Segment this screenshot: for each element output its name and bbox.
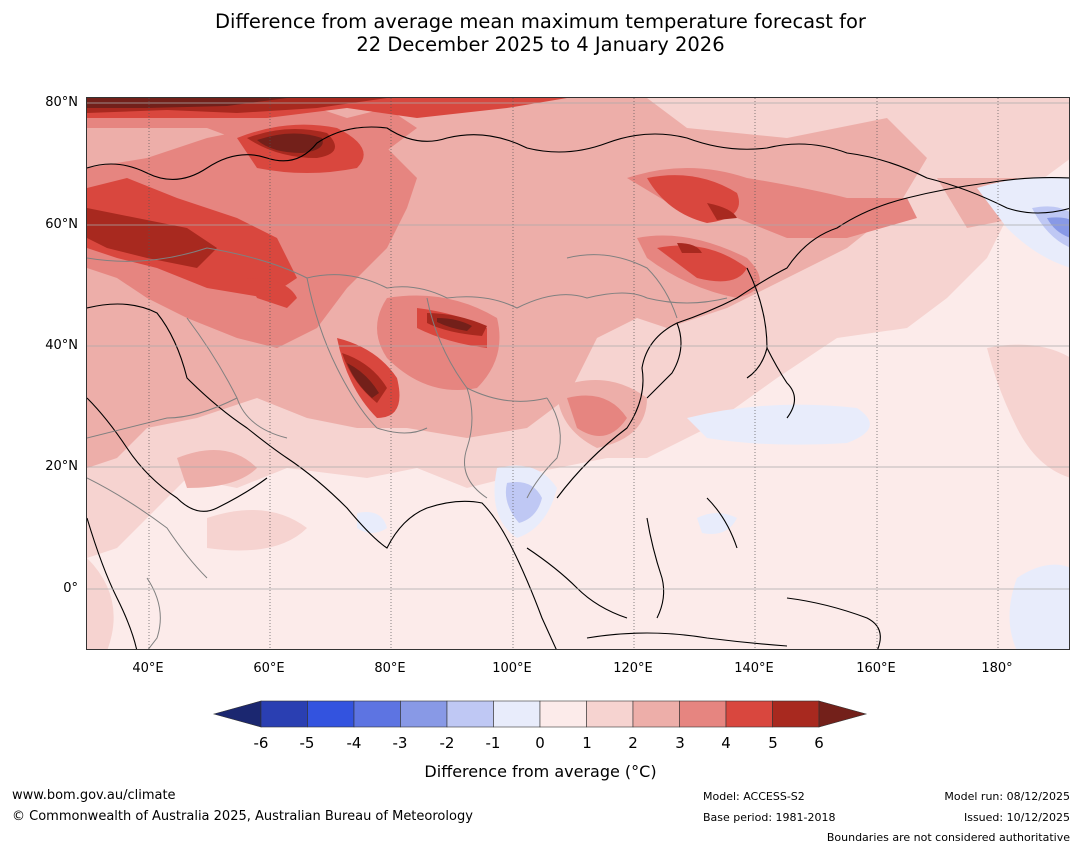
colorbar-swatch-neg2-neg1 (446, 700, 494, 728)
lon-label-180: 180° (981, 661, 1013, 676)
colorbar-swatch-2-3 (632, 700, 680, 728)
colorbar-swatch-0-1 (539, 700, 587, 728)
latitude-gridlines (87, 102, 1069, 590)
map-panel (86, 97, 1070, 650)
map-title: Difference from average mean maximum tem… (0, 10, 1081, 56)
website-link[interactable]: www.bom.gov.au/climate (12, 788, 176, 803)
colorbar-swatch-neg3-neg2 (400, 700, 448, 728)
colorbar-swatch-4-5 (725, 700, 773, 728)
lon-label-100e: 100°E (492, 661, 532, 676)
title-line-1: Difference from average mean maximum tem… (215, 10, 866, 33)
lat-label-20n: 20°N (45, 459, 78, 474)
lat-label-40n: 40°N (45, 338, 78, 353)
base-period-text: Base period: 1981-2018 (703, 811, 836, 824)
colorbar-swatch-neg4-neg3 (353, 700, 401, 728)
temperature-anomaly-map (87, 98, 1069, 649)
lon-label-40e: 40°E (132, 661, 164, 676)
lat-label-60n: 60°N (45, 217, 78, 232)
colorbar-swatch-neg5-neg4 (307, 700, 355, 728)
coastlines (87, 126, 1069, 649)
colorbar-tick-neg3: -3 (392, 734, 408, 752)
anomaly-above-6-areas (87, 98, 472, 398)
colorbar-swatch-1-2 (586, 700, 634, 728)
colorbar-swatch-neg1-0 (493, 700, 541, 728)
lon-label-80e: 80°E (374, 661, 406, 676)
longitude-gridlines (148, 98, 999, 649)
colorbar-tick-1: 1 (582, 734, 592, 752)
colorbar-swatch-5-6 (772, 700, 820, 728)
colorbar-label: Difference from average (°C) (424, 762, 657, 781)
colorbar-tick-5: 5 (768, 734, 778, 752)
lon-label-60e: 60°E (253, 661, 285, 676)
copyright-text: © Commonwealth of Australia 2025, Austra… (12, 809, 473, 824)
lat-label-0: 0° (63, 581, 78, 596)
colorbar-tick-0: 0 (535, 734, 545, 752)
colorbar-below-min-triangle (212, 700, 262, 728)
lon-label-120e: 120°E (613, 661, 653, 676)
colorbar-tick-neg5: -5 (299, 734, 315, 752)
model-run-text: Model run: 08/12/2025 (944, 790, 1070, 803)
colorbar-swatch-3-4 (679, 700, 727, 728)
lat-label-80n: 80°N (45, 95, 78, 110)
issued-text: Issued: 10/12/2025 (963, 811, 1070, 824)
colorbar-above-max-triangle (818, 700, 868, 728)
colorbar-tick-2: 2 (628, 734, 638, 752)
colorbar (212, 700, 868, 728)
lon-label-160e: 160°E (856, 661, 896, 676)
title-line-2: 22 December 2025 to 4 January 2026 (356, 33, 725, 56)
colorbar-swatch-neg6-neg5 (260, 700, 308, 728)
colorbar-tick-neg4: -4 (346, 734, 362, 752)
anomaly-negative-areas (357, 176, 1069, 649)
colorbar-tick-4: 4 (721, 734, 731, 752)
model-text: Model: ACCESS-S2 (703, 790, 805, 803)
colorbar-tick-neg1: -1 (485, 734, 501, 752)
colorbar-tick-neg6: -6 (253, 734, 269, 752)
colorbar-tick-6: 6 (814, 734, 824, 752)
colorbar-tick-neg2: -2 (439, 734, 455, 752)
colorbar-tick-3: 3 (675, 734, 685, 752)
lon-label-140e: 140°E (734, 661, 774, 676)
boundaries-disclaimer: Boundaries are not considered authoritat… (826, 831, 1070, 844)
